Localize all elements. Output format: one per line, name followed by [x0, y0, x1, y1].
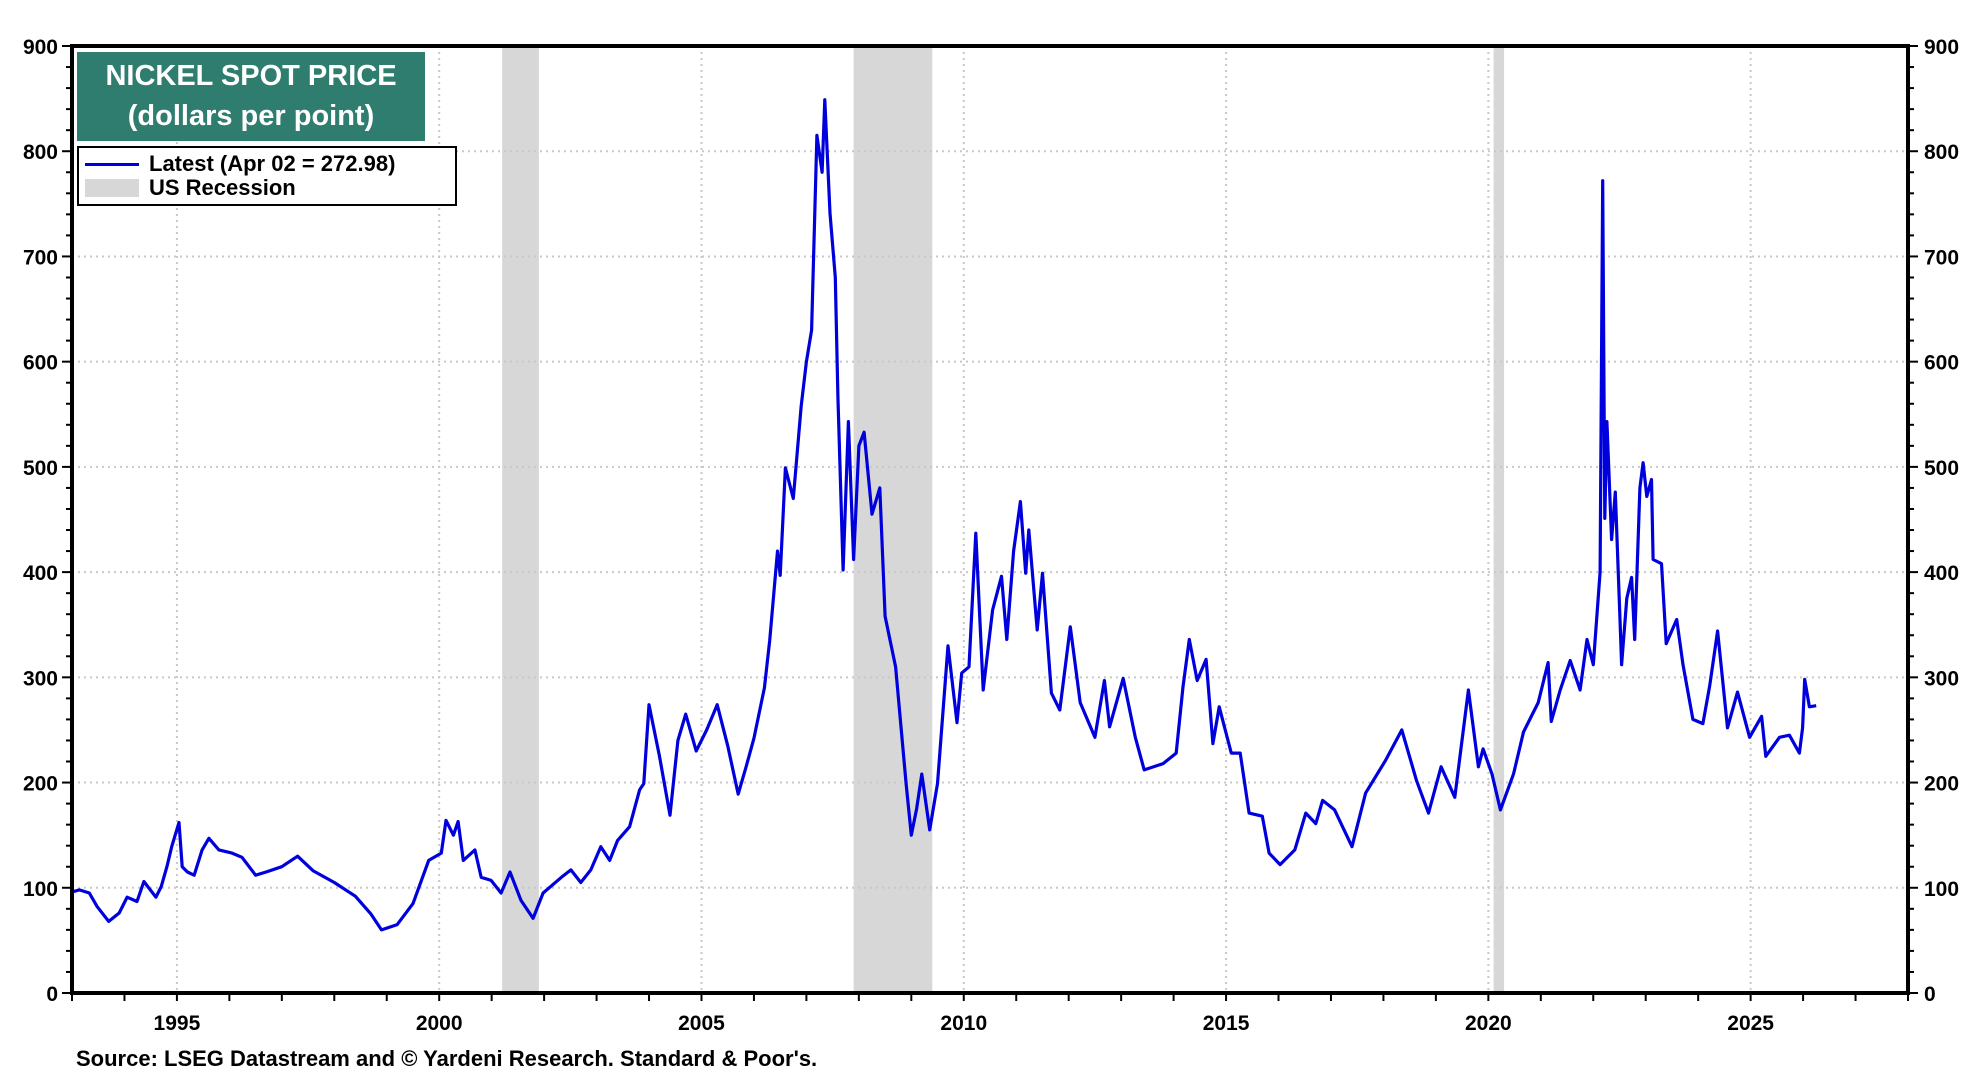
y-axis-right-labels: 0 100 200 300 400 500 600 700 800 900	[1924, 36, 1959, 1006]
x-tick-label: 2000	[416, 1012, 463, 1035]
legend-item-recession: US Recession	[85, 175, 296, 200]
chart-subtitle: (dollars per point)	[127, 100, 375, 132]
legend-item-series: Latest (Apr 02 = 272.98)	[85, 151, 396, 176]
y-tick-label-left: 200	[23, 773, 58, 796]
recession-swatch-icon	[85, 179, 139, 197]
y-tick-label-right: 0	[1924, 983, 1936, 1006]
legend-series-label: Latest (Apr 02 = 272.98)	[149, 151, 396, 176]
x-tick-label: 2005	[678, 1012, 725, 1035]
line-swatch-icon	[85, 162, 139, 166]
price-line	[71, 98, 1817, 932]
x-axis-labels: 1995 2000 2005 2010 2015 2020 2025	[154, 1012, 1775, 1035]
x-tick-label: 2015	[1203, 1012, 1250, 1035]
y-tick-label-right: 600	[1924, 352, 1959, 375]
y-tick-label-right: 900	[1924, 36, 1959, 59]
y-tick-label-left: 600	[23, 352, 58, 375]
legend: Latest (Apr 02 = 272.98) US Recession	[77, 146, 457, 206]
y-tick-label-left: 700	[23, 246, 58, 269]
x-tick-label: 2025	[1727, 1012, 1774, 1035]
recession-band	[1493, 46, 1505, 993]
price-series	[71, 98, 1817, 932]
y-tick-label-right: 500	[1924, 457, 1959, 480]
x-tick-label: 2010	[940, 1012, 987, 1035]
y-tick-label-right: 300	[1924, 667, 1959, 690]
y-tick-label-right: 200	[1924, 773, 1959, 796]
chart-title: NICKEL SPOT PRICE	[105, 60, 397, 92]
y-tick-label-left: 400	[23, 562, 58, 585]
y-tick-label-left: 800	[23, 141, 58, 164]
source-note: Source: LSEG Datastream and © Yardeni Re…	[76, 1046, 818, 1071]
y-tick-label-right: 100	[1924, 878, 1959, 901]
y-tick-label-left: 0	[46, 983, 58, 1006]
legend-recession-label: US Recession	[149, 175, 296, 200]
y-tick-label-right: 700	[1924, 246, 1959, 269]
y-tick-label-left: 900	[23, 36, 58, 59]
recession-bands	[502, 46, 1505, 993]
recession-band	[853, 46, 933, 993]
y-tick-label-right: 400	[1924, 562, 1959, 585]
x-tick-label: 2020	[1465, 1012, 1512, 1035]
chart-title-box: NICKEL SPOT PRICE (dollars per point)	[77, 52, 425, 141]
recession-band	[502, 46, 539, 993]
y-tick-label-left: 500	[23, 457, 58, 480]
y-axis-left-labels: 0 100 200 300 400 500 600 700 800 900	[23, 36, 58, 1006]
y-tick-label-right: 800	[1924, 141, 1959, 164]
plot-frame	[70, 44, 1910, 995]
axes	[62, 44, 1918, 1001]
y-tick-label-left: 100	[23, 878, 58, 901]
x-tick-label: 1995	[154, 1012, 201, 1035]
y-tick-label-left: 300	[23, 667, 58, 690]
